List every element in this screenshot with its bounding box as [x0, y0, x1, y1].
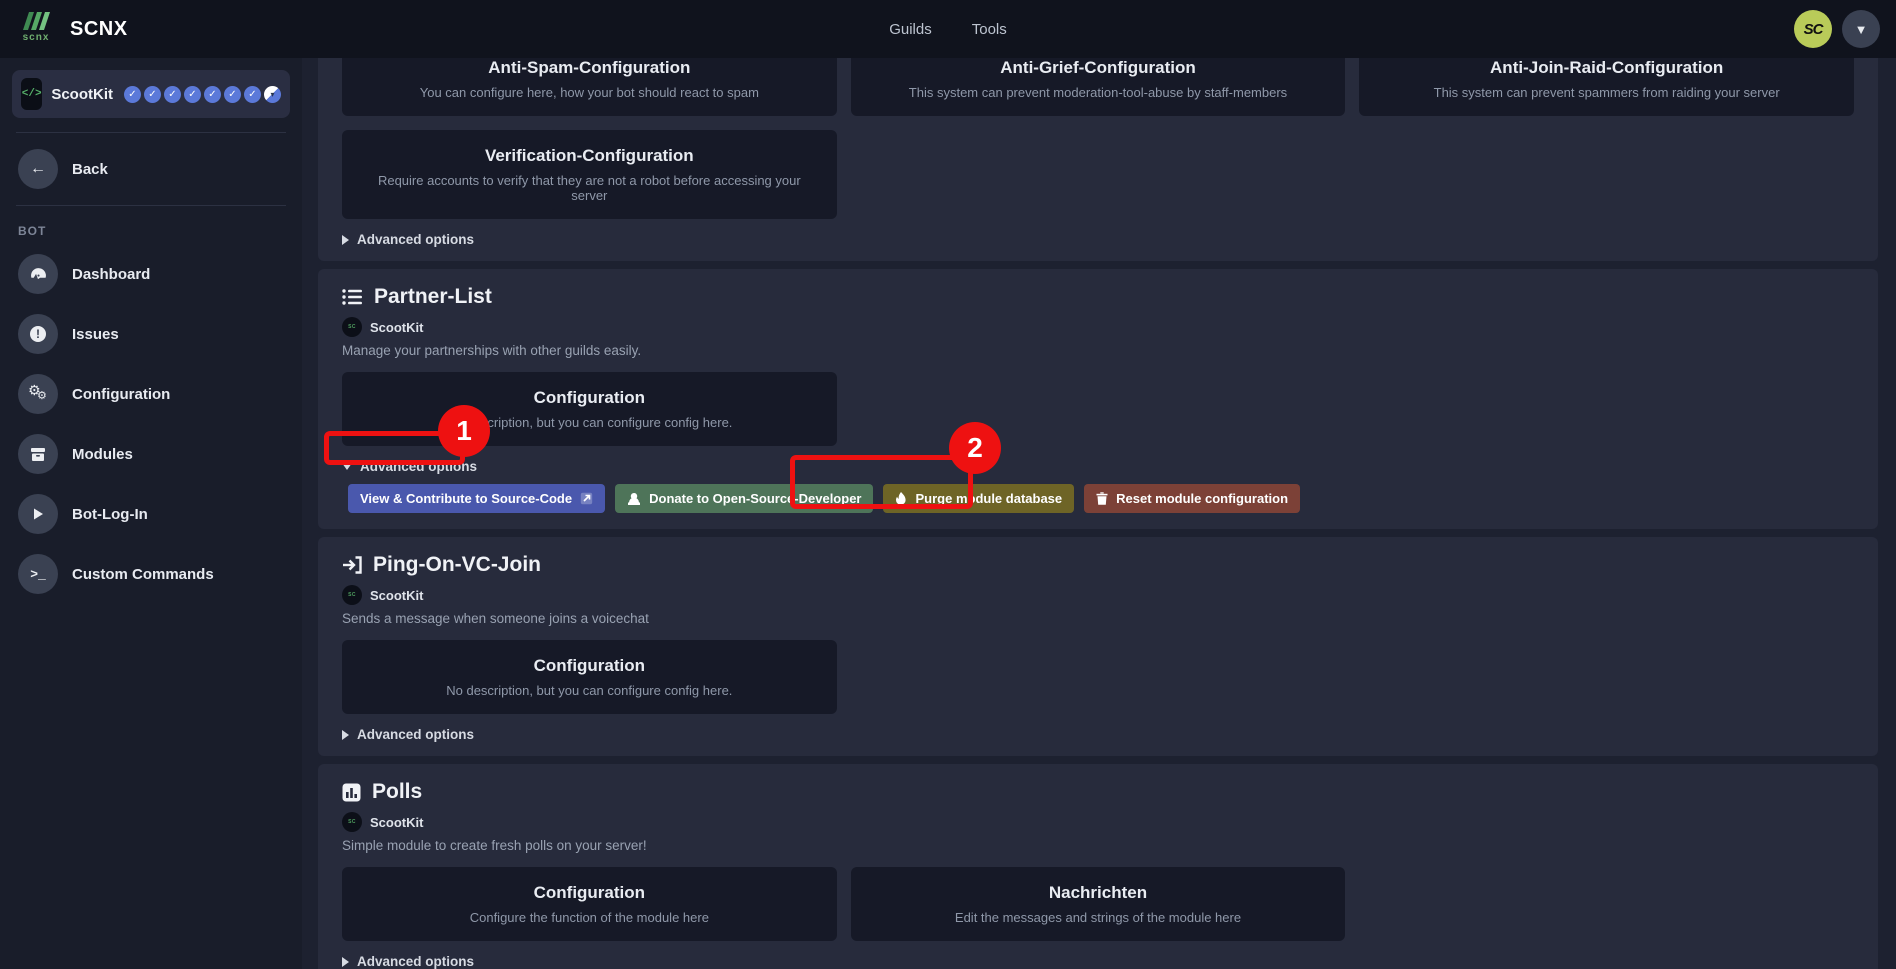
- sidebar-item-issues[interactable]: ! Issues: [12, 312, 290, 356]
- verified-badge-icon: ✓: [184, 85, 201, 103]
- scootkit-avatar-icon: SC: [342, 585, 362, 605]
- donate-button[interactable]: Donate to Open-Source-Developer: [615, 484, 874, 513]
- nav-link-guilds[interactable]: Guilds: [889, 20, 932, 38]
- brand[interactable]: scnx SCNX: [16, 8, 128, 50]
- advanced-options-toggle[interactable]: Advanced options: [342, 954, 474, 969]
- module-owner: SC ScootKit: [342, 585, 1854, 605]
- sidebar-item-modules[interactable]: Modules: [12, 432, 290, 476]
- chevron-down-icon: ▼: [1854, 21, 1868, 37]
- logo-word: scnx: [22, 32, 50, 43]
- scootkit-avatar-icon: SC: [342, 812, 362, 832]
- module-owner: SC ScootKit: [342, 317, 1854, 337]
- donate-icon: [628, 492, 641, 505]
- navbar: scnx SCNX Guilds Tools SC ▼: [0, 0, 1896, 58]
- flame-icon: [896, 491, 907, 505]
- verified-badge-icon: ✓: [204, 85, 221, 103]
- sidebar-item-back[interactable]: ← Back: [12, 147, 290, 191]
- config-card[interactable]: Configuration No description, but you ca…: [342, 372, 837, 446]
- view-source-code-button[interactable]: View & Contribute to Source-Code: [348, 484, 606, 513]
- section-description: Simple module to create fresh polls on y…: [342, 838, 647, 853]
- caret-down-icon: [342, 463, 352, 470]
- section-title: Ping-On-VC-Join: [373, 553, 541, 576]
- user-avatar[interactable]: SC: [1794, 10, 1832, 48]
- sidebar-item-configuration[interactable]: ⚙ ⚙ Configuration: [12, 372, 290, 416]
- sidebar-item-custom-commands[interactable]: >_ Custom Commands: [12, 552, 290, 596]
- custom-commands-icon: >_: [18, 554, 58, 594]
- module-section-moderation: Anti-Spam-Configuration You can configur…: [318, 26, 1878, 261]
- bot-name: ScootKit: [51, 85, 113, 103]
- section-title: Partner-List: [374, 285, 492, 308]
- section-description: Sends a message when someone joins a voi…: [342, 611, 649, 626]
- config-card[interactable]: Configuration No description, but you ca…: [342, 640, 837, 714]
- external-link-icon: [580, 492, 593, 505]
- caret-right-icon: [342, 234, 349, 245]
- main-scroll-area[interactable]: Anti-Spam-Configuration You can configur…: [302, 26, 1896, 969]
- bot-badges: ✓ ✓ ✓ ✓ ✓ ✓ ✓ ▾: [124, 85, 281, 103]
- reset-module-configuration-button[interactable]: Reset module configuration: [1084, 484, 1301, 513]
- caret-right-icon: [342, 956, 349, 967]
- divider: [16, 132, 286, 133]
- list-icon: [342, 289, 362, 305]
- module-owner: SC ScootKit: [342, 812, 1854, 832]
- user-menu-button[interactable]: ▼: [1842, 10, 1880, 48]
- verified-badge-icon: ✓: [144, 85, 161, 103]
- configuration-icon: ⚙ ⚙: [18, 374, 58, 414]
- advanced-options-toggle[interactable]: Advanced options: [342, 232, 474, 247]
- sidebar-bot-chip[interactable]: </> ScootKit ✓ ✓ ✓ ✓ ✓ ✓ ✓ ▾: [12, 70, 290, 118]
- arrow-left-icon: ←: [18, 149, 58, 189]
- trash-icon: [1096, 492, 1108, 505]
- dashboard-icon: [18, 254, 58, 294]
- issues-icon: !: [18, 314, 58, 354]
- config-card[interactable]: Verification-Configuration Require accou…: [342, 130, 837, 219]
- purge-module-database-button[interactable]: Purge module database: [883, 484, 1075, 513]
- bot-avatar-icon: </>: [21, 78, 43, 110]
- divider: [16, 205, 286, 206]
- module-section-ping-on-vc-join: Ping-On-VC-Join SC ScootKit Sends a mess…: [318, 537, 1878, 756]
- brand-title: SCNX: [70, 17, 128, 40]
- advanced-options-toggle[interactable]: Advanced options: [342, 459, 477, 474]
- nav-link-tools[interactable]: Tools: [971, 20, 1007, 38]
- config-card[interactable]: Configuration Configure the function of …: [342, 867, 837, 941]
- config-card[interactable]: Nachrichten Edit the messages and string…: [850, 867, 1346, 941]
- advanced-options-toggle[interactable]: Advanced options: [342, 727, 474, 742]
- section-description: Manage your partnerships with other guil…: [342, 343, 642, 358]
- modules-icon: [18, 434, 58, 474]
- verified-badge-icon: ✓: [164, 85, 181, 103]
- main-nav: Guilds Tools: [0, 21, 1896, 38]
- poll-icon: [342, 783, 361, 801]
- verified-badge-icon: ✓: [224, 85, 241, 103]
- sidebar: </> ScootKit ✓ ✓ ✓ ✓ ✓ ✓ ✓ ▾ ← Back BOT: [0, 58, 302, 969]
- navbar-right: SC ▼: [1794, 10, 1880, 48]
- sidebar-item-bot-log-in[interactable]: Bot-Log-In: [12, 492, 290, 536]
- module-section-polls: Polls SC ScootKit Simple module to creat…: [318, 764, 1878, 969]
- verified-badge-icon: ✓: [124, 85, 141, 103]
- bot-log-in-icon: [18, 494, 58, 534]
- sidebar-group-label: BOT: [18, 224, 47, 238]
- scootkit-avatar-icon: SC: [342, 317, 362, 337]
- section-title: Polls: [372, 780, 423, 803]
- verified-badge-icon: ✓: [244, 85, 261, 103]
- sign-in-icon: [343, 556, 362, 574]
- scnx-logo-icon: scnx: [16, 8, 56, 50]
- sidebar-item-dashboard[interactable]: Dashboard: [12, 252, 290, 296]
- caret-right-icon: [342, 729, 349, 740]
- partner-badge-icon: ▾: [264, 85, 281, 103]
- module-section-partner-list: Partner-List SC ScootKit Manage your par…: [318, 269, 1878, 529]
